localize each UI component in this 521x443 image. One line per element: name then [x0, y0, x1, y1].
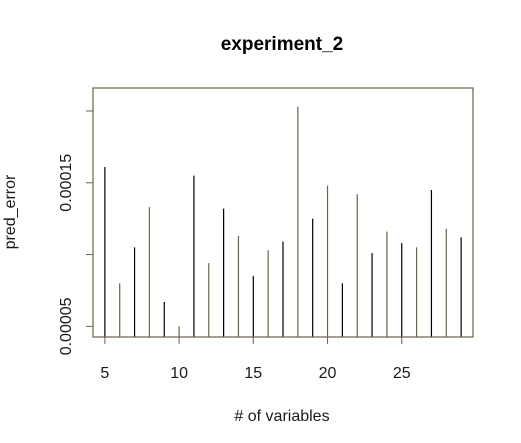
- x-tick-label-10: 10: [170, 365, 188, 382]
- data-spikes: [104, 106, 462, 337]
- x-tick-label-5: 5: [100, 365, 109, 382]
- y-tick-label-0: 0.00005: [58, 297, 75, 355]
- y-axis-label: pred_error: [2, 174, 19, 249]
- x-tick-label-15: 15: [244, 365, 262, 382]
- x-axis-label: # of variables: [234, 408, 329, 425]
- x-tick-label-25: 25: [393, 365, 411, 382]
- y-tick-label-1: 0.00015: [58, 154, 75, 212]
- x-axis: 5 10 15 20 25: [100, 337, 411, 382]
- plot-box: [92, 87, 474, 338]
- chart-title: experiment_2: [221, 34, 344, 55]
- y-axis: 0.00005 0.00015: [58, 110, 93, 355]
- x-tick-label-20: 20: [319, 365, 337, 382]
